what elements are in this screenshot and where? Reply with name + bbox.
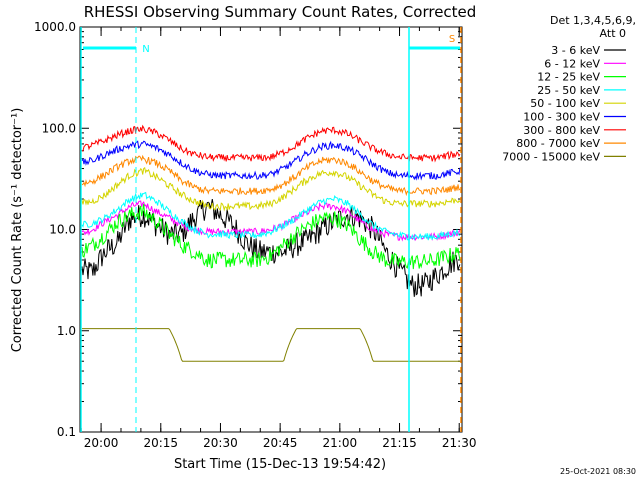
legend-label: 6 - 12 keV — [544, 57, 600, 70]
legend-label: 50 - 100 keV — [530, 97, 600, 110]
legend-header: Att 0 — [600, 27, 626, 40]
marker-label: S — [449, 34, 455, 45]
x-tick-label: 20:45 — [263, 436, 298, 450]
chart-title: RHESSI Observing Summary Count Rates, Co… — [84, 3, 477, 21]
plot-frame — [79, 26, 463, 433]
legend-label: 3 - 6 keV — [551, 44, 600, 57]
series-line — [81, 140, 461, 181]
x-tick-label: 20:15 — [143, 436, 178, 450]
region-markers: NS — [80, 27, 462, 432]
y-tick-label: 100.0 — [42, 121, 76, 135]
series-line — [81, 124, 461, 163]
x-tick-label: 20:30 — [203, 436, 238, 450]
legend-label: 300 - 800 keV — [523, 124, 600, 137]
series-layer — [81, 124, 461, 362]
y-axis-label: Corrected Count Rate (s⁻¹ detector⁻¹) — [10, 108, 25, 353]
series-line — [82, 328, 460, 362]
x-tick-label: 20:00 — [84, 436, 119, 450]
y-tick-label: 0.1 — [57, 425, 76, 439]
legend-label: 7000 - 15000 keV — [502, 150, 600, 163]
y-tick-label: 1.0 — [57, 324, 76, 338]
x-tick-label: 21:00 — [323, 436, 358, 450]
legend-label: 800 - 7000 keV — [516, 137, 600, 150]
y-tick-label: 1000.0 — [34, 20, 76, 34]
y-tick-label: 10.0 — [49, 223, 76, 237]
legend-header: Det 1,3,4,5,6,9, — [550, 14, 636, 27]
legend-label: 100 - 300 keV — [523, 111, 600, 124]
timestamp: 25-Oct-2021 08:30 — [560, 467, 636, 476]
series-line — [81, 199, 461, 297]
x-axis-label: Start Time (15-Dec-13 19:54:42) — [174, 457, 386, 472]
marker-label: N — [142, 44, 149, 55]
series-line — [81, 203, 461, 270]
series-line — [81, 154, 461, 197]
axis-ticks: 1000.0 100.0 10.0 1.0 0.1 20:00 20:15 20:30 20:4… — [34, 20, 477, 450]
legend-label: 25 - 50 keV — [537, 84, 600, 97]
x-tick-label: 21:30 — [442, 436, 477, 450]
legend-label: 12 - 25 keV — [537, 71, 600, 84]
series-line — [81, 191, 461, 241]
x-tick-label: 21:15 — [382, 436, 417, 450]
series-line — [81, 166, 461, 212]
plot-area — [79, 26, 463, 433]
